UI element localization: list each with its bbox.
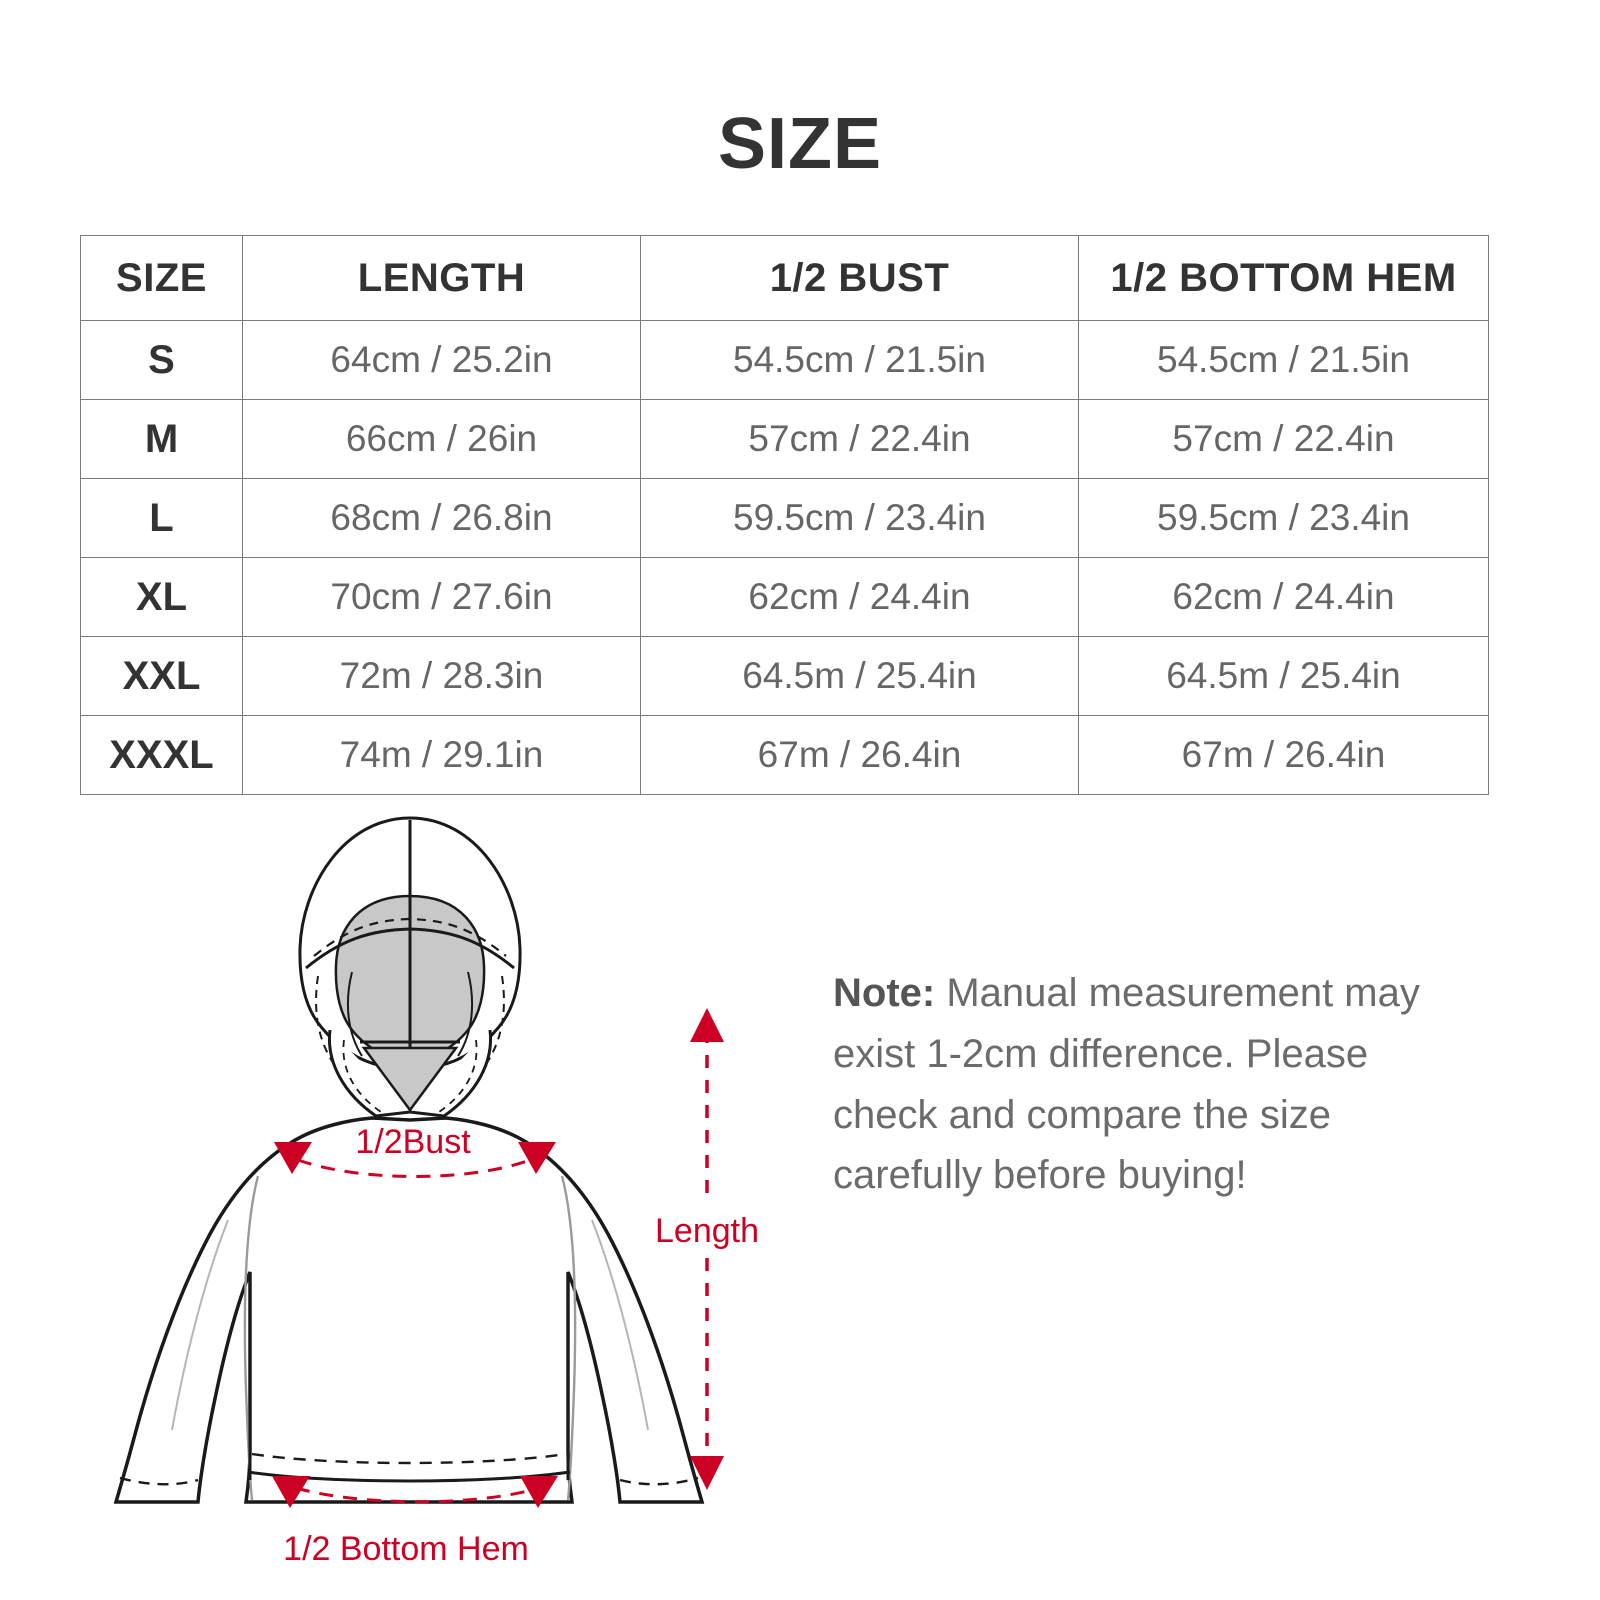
length-arrow-down-icon — [690, 1456, 724, 1490]
table-row: M 66cm / 26in 57cm / 22.4in 57cm / 22.4i… — [80, 399, 1489, 479]
cell-size: S — [80, 320, 243, 400]
length-arrow-up-icon — [690, 1008, 724, 1042]
column-header-size: SIZE — [80, 235, 243, 321]
garment-illustration: 1/2Bust 1/2 Bottom Hem Length — [0, 790, 820, 1580]
hood-group — [298, 816, 522, 1118]
table-row: S 64cm / 25.2in 54.5cm / 21.5in 54.5cm /… — [80, 320, 1489, 400]
cell-length: 64cm / 25.2in — [242, 320, 641, 400]
hood-drape-stitch-left — [342, 1039, 385, 1115]
hood-stitch-dashed — [313, 917, 507, 957]
cell-hem: 64.5m / 25.4in — [1078, 636, 1489, 716]
cell-length: 72m / 28.3in — [242, 636, 641, 716]
hem-arrow-right-icon — [520, 1476, 558, 1508]
hood-side-crease-right — [457, 971, 474, 1057]
bust-measure-label: 1/2Bust — [355, 1123, 471, 1161]
note-text: Manual measurement may exist 1-2cm diffe… — [833, 971, 1420, 1198]
cell-size: XL — [80, 557, 243, 637]
note-block: Note: Manual measurement may exist 1-2cm… — [833, 963, 1453, 1206]
cell-size: XXL — [80, 636, 243, 716]
table-row: XXXL 74m / 29.1in 67m / 26.4in 67m / 26.… — [80, 715, 1489, 795]
cell-bust: 59.5cm / 23.4in — [640, 478, 1079, 558]
sleeve-fold-left — [171, 1219, 229, 1431]
hoodie-body-group — [113, 1116, 705, 1504]
bust-measure-line — [297, 1158, 531, 1178]
cell-bust: 62cm / 24.4in — [640, 557, 1079, 637]
neck-opening-shape — [361, 1046, 459, 1113]
armhole-seam-right — [560, 1175, 577, 1501]
cell-hem: 59.5cm / 23.4in — [1078, 478, 1489, 558]
hoodie-body-outline — [113, 1116, 705, 1504]
cell-length: 68cm / 26.8in — [242, 478, 641, 558]
sleeve-fold-right — [591, 1219, 649, 1431]
size-chart-table-container: SIZE LENGTH 1/2 BUST 1/2 BOTTOM HEM S 64… — [80, 235, 1489, 795]
cuff-left-stitch-dashed — [119, 1476, 199, 1486]
column-header-bust: 1/2 BUST — [640, 235, 1079, 321]
hem-measure-line — [295, 1486, 533, 1504]
cell-bust: 57cm / 22.4in — [640, 399, 1079, 479]
page-title: SIZE — [717, 104, 883, 184]
table-header-row: SIZE LENGTH 1/2 BUST 1/2 BOTTOM HEM — [80, 235, 1489, 321]
column-header-length: LENGTH — [242, 235, 641, 321]
cell-length: 66cm / 26in — [242, 399, 641, 479]
cell-size: L — [80, 478, 243, 558]
table-row: L 68cm / 26.8in 59.5cm / 23.4in 59.5cm /… — [80, 478, 1489, 558]
bottom-hem-measure-label: 1/2 Bottom Hem — [283, 1530, 529, 1568]
column-header-hem: 1/2 BOTTOM HEM — [1078, 235, 1489, 321]
cell-bust: 54.5cm / 21.5in — [640, 320, 1079, 400]
length-measure-label: Length — [655, 1212, 759, 1250]
hood-side-crease-left — [346, 971, 363, 1057]
cell-hem: 67m / 26.4in — [1078, 715, 1489, 795]
table-row: XXL 72m / 28.3in 64.5m / 25.4in 64.5m / … — [80, 636, 1489, 716]
hood-drape-stitch-right — [435, 1039, 478, 1115]
bottom-hem-stitch-dashed — [251, 1452, 567, 1465]
cell-bust: 67m / 26.4in — [640, 715, 1079, 795]
cell-hem: 54.5cm / 21.5in — [1078, 320, 1489, 400]
bust-measure-group: 1/2Bust — [274, 1123, 556, 1178]
length-measure-group: Length — [655, 1008, 759, 1490]
bust-arrow-left-icon — [274, 1142, 312, 1174]
hood-drape-left — [327, 1029, 411, 1118]
size-chart-table: SIZE LENGTH 1/2 BUST 1/2 BOTTOM HEM S 64… — [80, 235, 1489, 795]
hem-arrow-left-icon — [272, 1476, 310, 1508]
cell-hem: 62cm / 24.4in — [1078, 557, 1489, 637]
note-label: Note: — [833, 971, 936, 1015]
cell-length: 74m / 29.1in — [242, 715, 641, 795]
cell-hem: 57cm / 22.4in — [1078, 399, 1489, 479]
cell-size: XXXL — [80, 715, 243, 795]
cell-bust: 64.5m / 25.4in — [640, 636, 1079, 716]
table-row: XL 70cm / 27.6in 62cm / 24.4in 62cm / 24… — [80, 557, 1489, 637]
cell-length: 70cm / 27.6in — [242, 557, 641, 637]
bottom-hem-measure-group: 1/2 Bottom Hem — [272, 1476, 558, 1568]
cuff-right-stitch-dashed — [619, 1476, 699, 1486]
bust-arrow-right-icon — [518, 1142, 556, 1174]
hood-drape-right — [409, 1029, 493, 1118]
cell-size: M — [80, 399, 243, 479]
